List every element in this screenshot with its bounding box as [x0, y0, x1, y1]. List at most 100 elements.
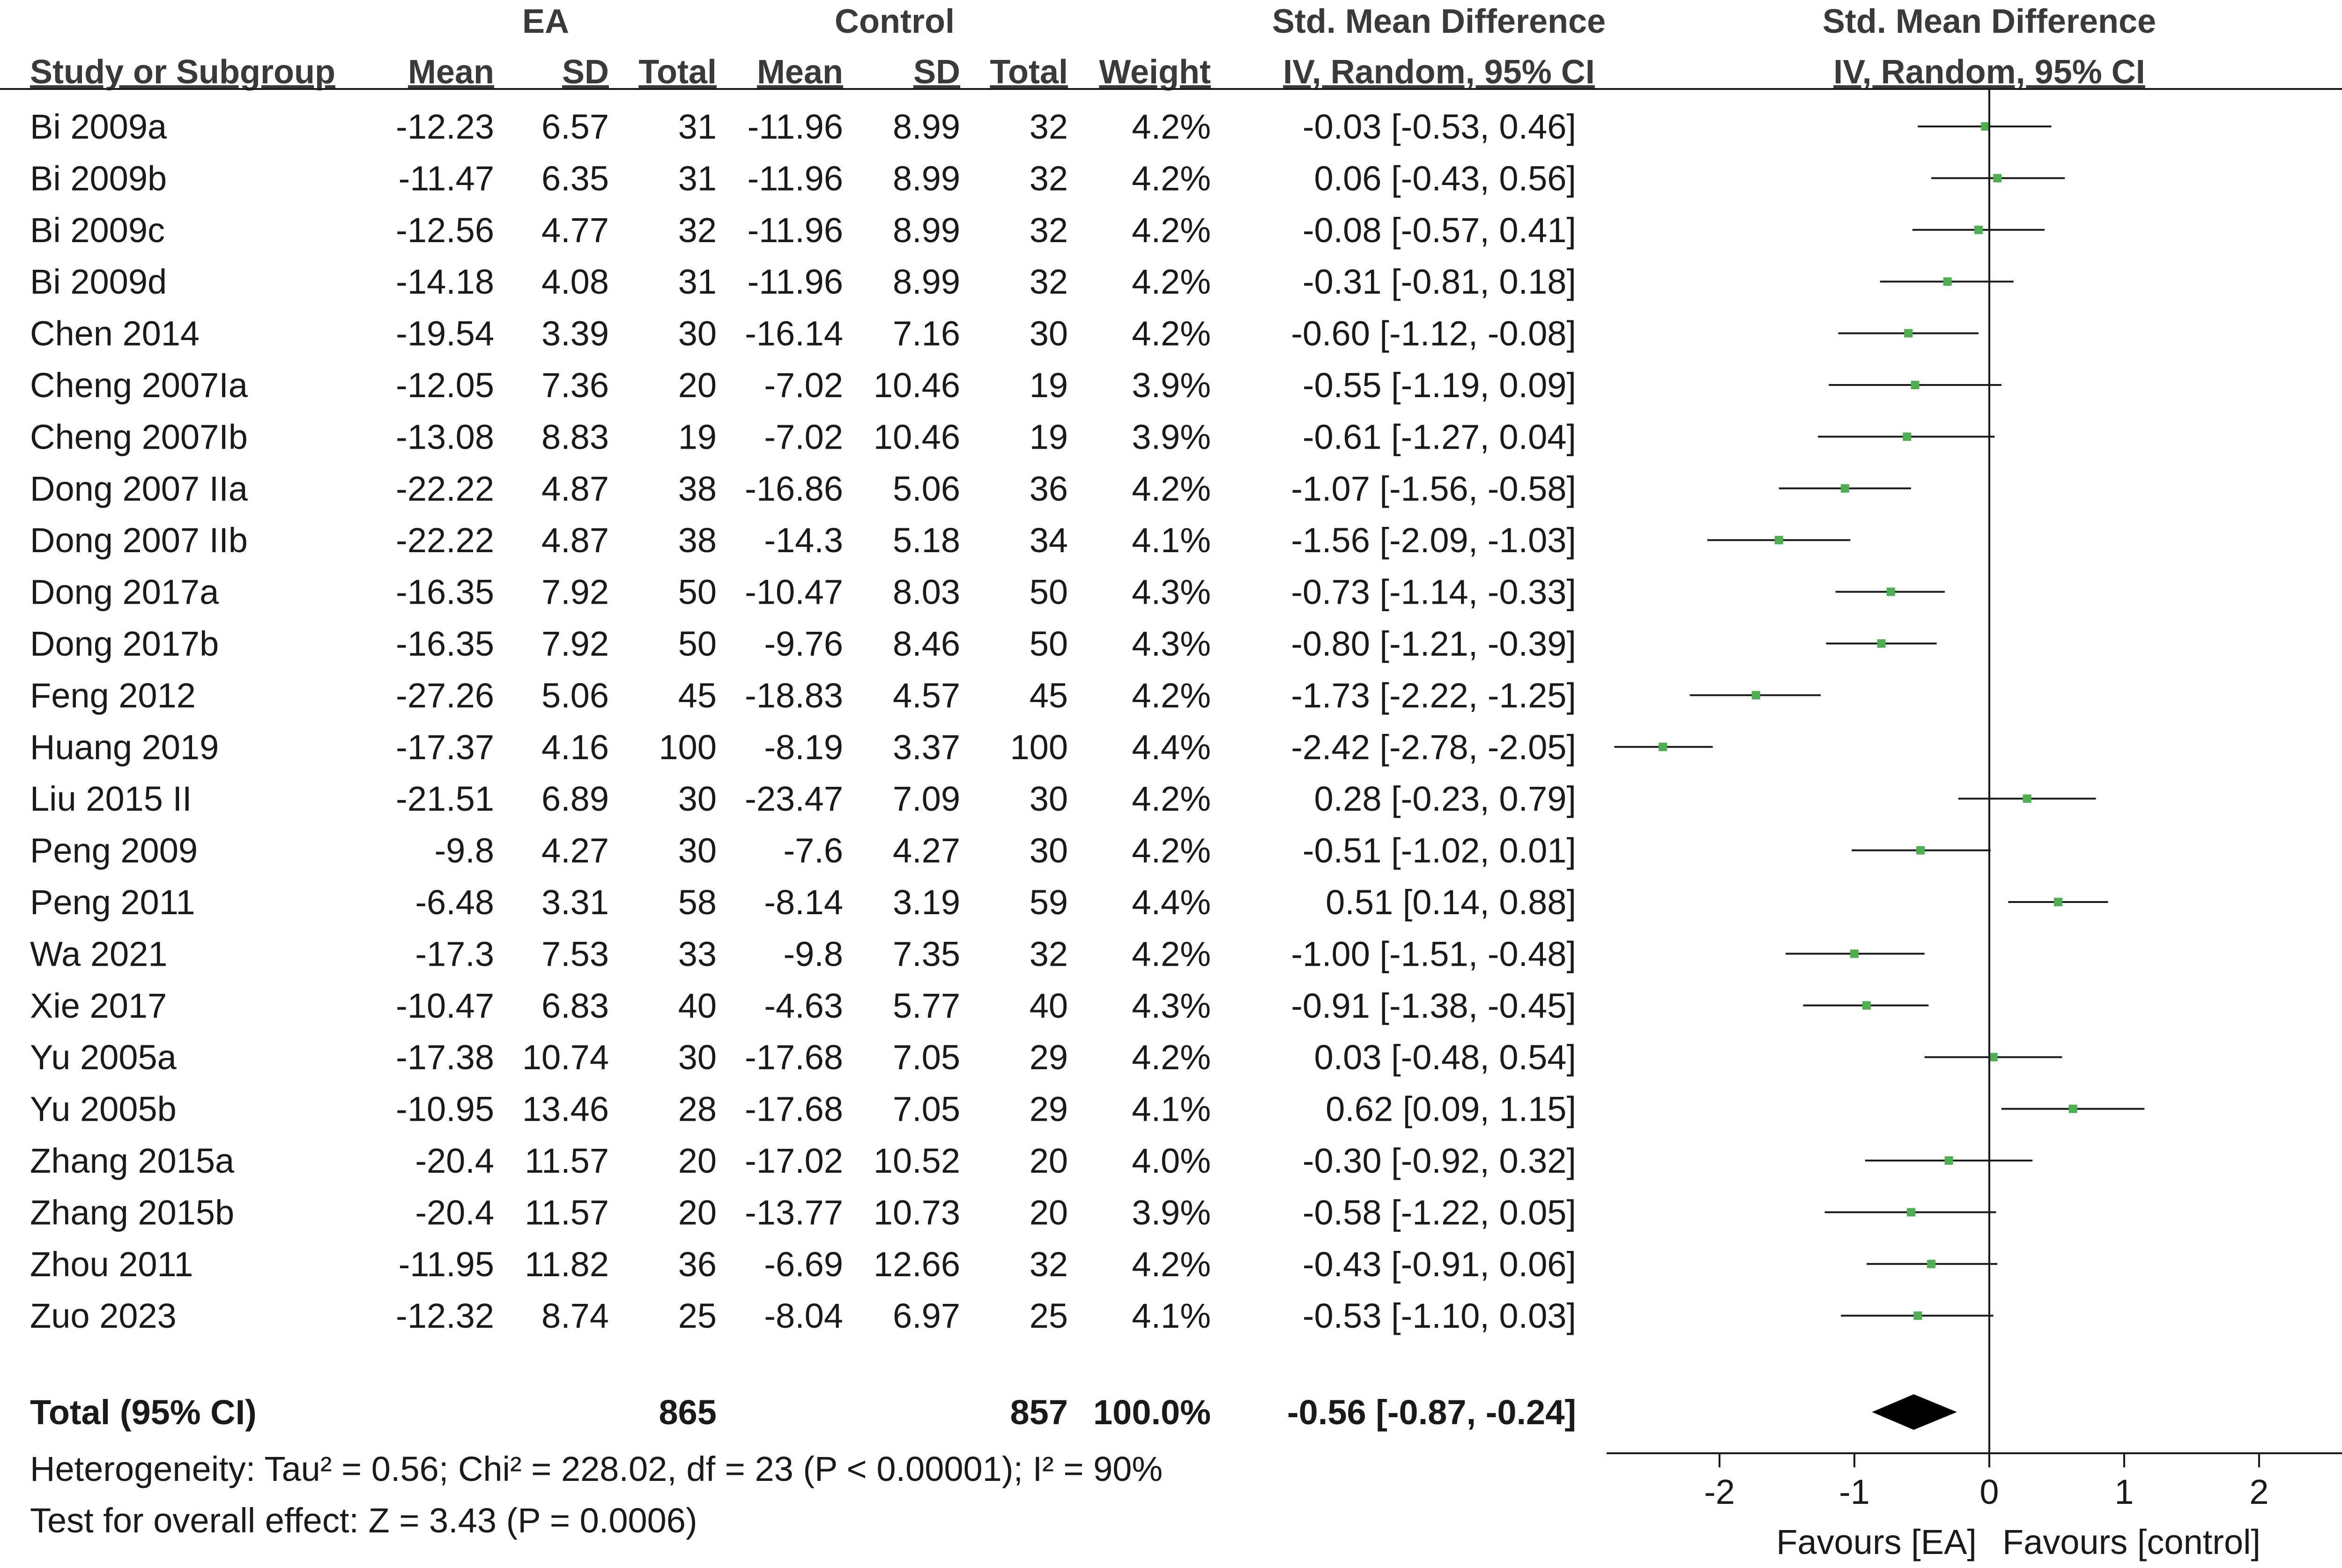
study-ci-text: -0.08 [-0.57, 0.41]: [1303, 211, 1576, 250]
study-name: Cheng 2007Ia: [30, 366, 248, 405]
study-name: Huang 2019: [30, 728, 219, 767]
study-mean-c: -7.02: [764, 417, 843, 456]
study-weight: 4.2%: [1132, 262, 1211, 301]
study-sd-c: 3.19: [893, 883, 960, 922]
study-weight: 3.9%: [1132, 1193, 1211, 1232]
x-axis-tick-label: -1: [1839, 1472, 1870, 1511]
study-weight: 4.2%: [1132, 676, 1211, 715]
study-total-e: 31: [678, 159, 717, 198]
study-total-e: 32: [678, 211, 717, 250]
study-mean-c: -11.96: [748, 262, 843, 301]
study-sd-c: 12.66: [874, 1245, 960, 1284]
study-ci-text: -0.73 [-1.14, -0.33]: [1291, 573, 1576, 612]
study-sd-e: 7.92: [541, 624, 609, 663]
study-estimate-marker: [1877, 639, 1886, 648]
study-mean-e: -16.35: [396, 573, 494, 612]
header-effect-column: Std. Mean Difference: [1272, 3, 1606, 40]
study-weight: 4.2%: [1132, 1038, 1211, 1077]
study-sd-c: 5.06: [893, 469, 960, 508]
study-ci-text: -0.80 [-1.21, -0.39]: [1291, 624, 1576, 663]
study-total-e: 30: [678, 831, 717, 870]
study-estimate-marker: [2023, 794, 2031, 803]
study-mean-c: -8.14: [764, 883, 843, 922]
study-estimate-marker: [1886, 587, 1895, 596]
study-sd-e: 4.27: [541, 831, 609, 870]
study-mean-e: -22.22: [396, 521, 494, 560]
study-name: Bi 2009d: [30, 262, 167, 301]
study-mean-e: -17.3: [415, 934, 494, 973]
study-sd-e: 11.57: [525, 1193, 609, 1232]
study-name: Xie 2017: [30, 986, 167, 1025]
study-mean-e: -21.51: [396, 779, 494, 818]
study-weight: 4.2%: [1132, 107, 1211, 146]
pooled-effect-diamond: [1872, 1394, 1957, 1430]
study-sd-c: 7.09: [893, 779, 960, 818]
study-estimate-marker: [2053, 898, 2062, 906]
study-mean-e: -20.4: [415, 1141, 494, 1180]
study-weight: 4.2%: [1132, 1245, 1211, 1284]
study-total-c: 32: [1030, 107, 1068, 146]
study-estimate-marker: [1943, 277, 1952, 286]
study-estimate-marker: [1989, 1053, 1998, 1062]
study-sd-c: 8.99: [893, 159, 960, 198]
study-estimate-marker: [1774, 536, 1783, 545]
study-sd-e: 11.82: [525, 1245, 609, 1284]
study-name: Bi 2009c: [30, 211, 165, 250]
study-mean-e: -10.47: [396, 986, 494, 1025]
study-estimate-marker: [1993, 174, 2002, 183]
study-total-e: 58: [678, 883, 717, 922]
study-weight: 4.2%: [1132, 314, 1211, 353]
x-axis-tick-label: 0: [1979, 1472, 1999, 1511]
study-sd-e: 11.57: [525, 1141, 609, 1180]
study-total-c: 30: [1030, 831, 1068, 870]
study-ci-text: 0.28 [-0.23, 0.79]: [1314, 779, 1576, 818]
study-total-c: 32: [1030, 262, 1068, 301]
total-ci-text: -0.56 [-0.87, -0.24]: [1287, 1393, 1576, 1432]
study-ci-text: -0.60 [-1.12, -0.08]: [1291, 314, 1576, 353]
study-total-c: 29: [1030, 1038, 1068, 1077]
study-mean-e: -11.95: [399, 1245, 494, 1284]
study-name: Feng 2012: [30, 676, 196, 715]
study-mean-c: -4.63: [764, 986, 843, 1025]
study-estimate-marker: [1862, 1001, 1871, 1010]
total-weight: 100.0%: [1093, 1393, 1211, 1432]
study-estimate-marker: [1850, 949, 1859, 958]
study-mean-c: -23.47: [745, 779, 843, 818]
column-header-total-e: Total: [638, 53, 717, 91]
study-ci-text: -1.00 [-1.51, -0.48]: [1291, 934, 1576, 973]
study-ci-text: -1.56 [-2.09, -1.03]: [1291, 521, 1576, 560]
study-total-c: 32: [1030, 211, 1068, 250]
study-total-e: 40: [678, 986, 717, 1025]
study-ci-text: 0.06 [-0.43, 0.56]: [1314, 159, 1576, 198]
study-weight: 4.4%: [1132, 883, 1211, 922]
study-sd-e: 3.31: [541, 883, 609, 922]
study-total-c: 45: [1030, 676, 1068, 715]
study-total-e: 36: [678, 1245, 717, 1284]
study-weight: 4.1%: [1132, 1296, 1211, 1335]
study-mean-c: -14.3: [764, 521, 843, 560]
study-estimate-marker: [2068, 1104, 2077, 1113]
study-sd-e: 4.08: [541, 262, 609, 301]
study-mean-e: -27.26: [396, 676, 494, 715]
column-header-plot: IV, Random, 95% CI: [1833, 53, 2145, 91]
study-ci-text: -0.03 [-0.53, 0.46]: [1303, 107, 1576, 146]
study-total-e: 100: [659, 728, 717, 767]
study-name: Zhang 2015b: [30, 1193, 234, 1232]
study-sd-c: 4.27: [893, 831, 960, 870]
study-estimate-marker: [1944, 1156, 1953, 1165]
study-mean-e: -22.22: [396, 469, 494, 508]
study-name: Dong 2007 IIb: [30, 521, 248, 560]
study-sd-e: 6.89: [541, 779, 609, 818]
study-total-c: 36: [1030, 469, 1068, 508]
study-weight: 4.3%: [1132, 624, 1211, 663]
study-sd-c: 8.99: [893, 211, 960, 250]
study-total-e: 33: [678, 934, 717, 973]
header-control-group: Control: [835, 3, 955, 40]
study-name: Liu 2015 II: [30, 779, 192, 818]
study-mean-e: -9.8: [434, 831, 494, 870]
study-mean-c: -18.83: [745, 676, 843, 715]
study-sd-e: 7.53: [541, 934, 609, 973]
study-name: Dong 2017a: [30, 573, 219, 612]
study-total-c: 19: [1030, 417, 1068, 456]
study-sd-e: 7.92: [541, 573, 609, 612]
